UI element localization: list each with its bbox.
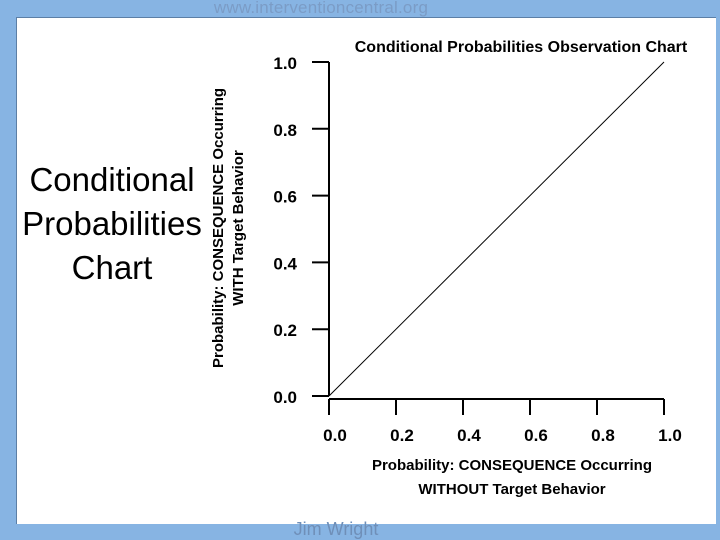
slide-title-line3: Chart: [71, 249, 153, 286]
x-tick-label: 0.0: [323, 426, 347, 445]
y-axis-label-line2: WITH Target Behavior: [230, 150, 247, 306]
axes: [328, 62, 664, 400]
y-tick-label: 1.0: [273, 54, 297, 73]
slide-title-line1: Conditional: [29, 161, 195, 198]
y-ticks: 0.0 0.2 0.4 0.6 0.8 1.0: [273, 54, 329, 407]
content-panel: [16, 17, 716, 524]
x-tick-label: 0.6: [524, 426, 548, 445]
x-tick-label: 0.2: [390, 426, 414, 445]
y-tick-label: 0.6: [273, 188, 297, 207]
y-tick-label: 0.4: [273, 254, 297, 273]
footer-author: Jim Wright: [293, 519, 379, 539]
plot-series: [328, 61, 665, 397]
y-tick-label: 0.8: [273, 121, 297, 140]
chart-title: Conditional Probabilities Observation Ch…: [355, 39, 688, 56]
y-axis-label-line1: Probability: CONSEQUENCE Occurring: [210, 88, 227, 368]
series-line: [328, 61, 665, 397]
y-axis-label: Probability: CONSEQUENCE Occurring WITH …: [210, 88, 247, 368]
slide-title: Conditional Probabilities Chart: [8, 158, 216, 290]
x-axis-label-line2: WITHOUT Target Behavior: [418, 481, 605, 498]
slide-title-line2: Probabilities: [22, 205, 202, 242]
x-tick-label: 1.0: [658, 426, 682, 445]
x-tick-label: 0.8: [591, 426, 615, 445]
header-url: www.interventioncentral.org: [213, 0, 429, 17]
y-tick-label: 0.2: [273, 321, 297, 340]
x-ticks: 0.0 0.2 0.4 0.6 0.8 1.0: [323, 399, 682, 445]
x-tick-label: 0.4: [457, 426, 481, 445]
y-tick-label: 0.0: [273, 388, 297, 407]
x-axis-label-line1: Probability: CONSEQUENCE Occurring: [372, 457, 652, 474]
